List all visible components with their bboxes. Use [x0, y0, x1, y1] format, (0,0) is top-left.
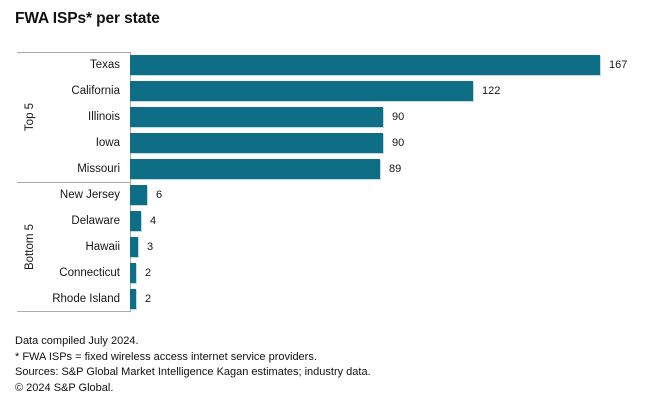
axis-lines — [15, 52, 645, 312]
value-label: 3 — [147, 241, 154, 253]
value-label: 2 — [145, 267, 152, 279]
value-label: 167 — [609, 59, 628, 71]
group-bottom-divider-line — [17, 311, 130, 312]
bar — [130, 159, 380, 179]
bar-row: 2 — [130, 286, 645, 312]
value-label: 4 — [150, 215, 157, 227]
group-label: Bottom 5 — [24, 223, 36, 271]
group-label-column: Bottom 5 — [15, 182, 45, 312]
group-label-column: Top 5 — [15, 52, 45, 182]
bar-group-top-5: Top 5 Texas California Illinois Iowa Missouri… — [15, 52, 645, 182]
value-label: 6 — [156, 189, 163, 201]
state-labels-column: New Jersey Delaware Hawaii Connecticut Rhode… — [45, 182, 130, 312]
bar-chart: Top 5 Texas California Illinois Iowa Missouri… — [15, 52, 645, 312]
bar-row: 4 — [130, 208, 645, 234]
category-label: Illinois — [88, 111, 120, 123]
value-label: 90 — [392, 137, 405, 149]
category-label: California — [71, 85, 120, 97]
category-label: Texas — [89, 59, 120, 71]
bar — [130, 133, 383, 153]
bar-row: 2 — [130, 260, 645, 286]
category-label: Hawaii — [85, 241, 120, 253]
bar — [130, 289, 136, 309]
value-label: 89 — [389, 163, 402, 175]
bar-row: 90 — [130, 104, 645, 130]
bar-row: 90 — [130, 130, 645, 156]
bar — [130, 81, 473, 101]
bars-column: 167 122 90 90 89 — [130, 52, 645, 182]
category-label: Iowa — [95, 137, 120, 149]
bar-row: 6 — [130, 182, 645, 208]
value-label: 2 — [145, 293, 152, 305]
y-axis-line — [130, 52, 131, 312]
bar — [130, 237, 138, 257]
group-label-wrap: Top 5 — [15, 52, 45, 182]
state-labels-column: Texas California Illinois Iowa Missouri — [45, 52, 130, 182]
bar-group-bottom-5: Bottom 5 New Jersey Delaware Hawaii Connecti… — [15, 182, 645, 312]
group-label: Top 5 — [23, 102, 36, 132]
footnote-definition: * FWA ISPs = fixed wireless access inter… — [15, 350, 317, 363]
group-label-wrap: Bottom 5 — [15, 182, 45, 312]
group-mid-divider-line — [17, 182, 130, 183]
value-label: 90 — [392, 111, 405, 123]
group-top-divider-line — [17, 52, 130, 53]
bar — [130, 211, 141, 231]
value-label: 122 — [482, 85, 501, 97]
bars-column: 6 4 3 2 2 — [130, 182, 645, 312]
category-label: Connecticut — [59, 267, 120, 279]
bar — [130, 107, 383, 127]
footnotes: Data compiled July 2024. * FWA ISPs = fi… — [15, 334, 645, 396]
bar — [130, 55, 600, 75]
bar-row: 89 — [130, 156, 645, 182]
bar — [130, 263, 136, 283]
footnote-data-compiled: Data compiled July 2024. — [15, 335, 139, 347]
footnote-sources: Sources: S&P Global Market Intelligence … — [15, 366, 371, 378]
chart-title: FWA ISPs* per state — [15, 10, 160, 27]
category-label: New Jersey — [59, 189, 120, 201]
footnote-copyright: © 2024 S&P Global. — [15, 381, 114, 394]
bar-row: 3 — [130, 234, 645, 260]
bar-groups: Top 5 Texas California Illinois Iowa Missouri… — [15, 52, 645, 312]
category-label: Missouri — [77, 163, 120, 175]
category-label: Rhode Island — [52, 293, 120, 305]
bar-row: 122 — [130, 78, 645, 104]
category-label: Delaware — [71, 215, 120, 227]
bar — [130, 185, 147, 205]
bar-row: 167 — [130, 52, 645, 78]
